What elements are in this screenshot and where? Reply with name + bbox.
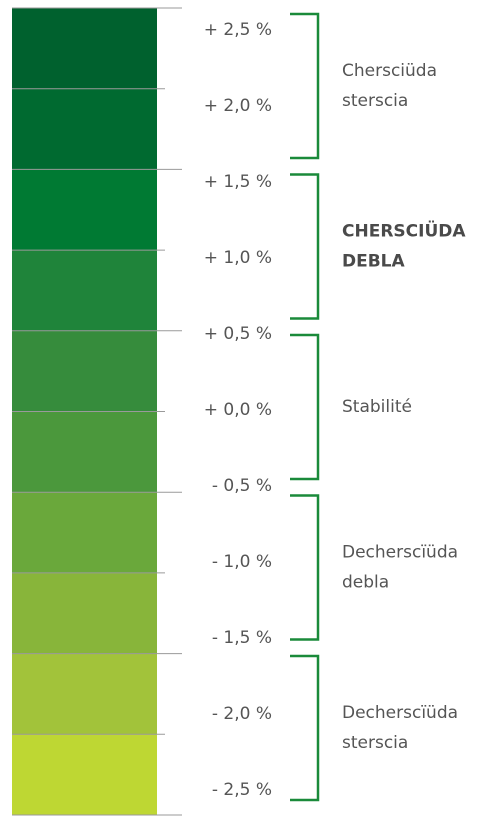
bracket [290, 333, 320, 481]
level-label: + 2,5 % [204, 20, 272, 40]
group-label: Stabilité [342, 397, 412, 417]
level-label: - 2,5 % [212, 780, 272, 800]
level-label: - 2,0 % [212, 704, 272, 724]
group-label: debla [342, 573, 389, 593]
bracket [290, 494, 320, 641]
group-label: Decherscïüda [342, 703, 458, 723]
color-band [12, 572, 157, 654]
group-label: sterscia [342, 733, 408, 753]
color-band [12, 8, 157, 89]
group-label: Decherscïüda [342, 543, 458, 563]
color-band [12, 411, 157, 493]
bracket [290, 12, 320, 160]
color-band [12, 88, 157, 170]
bracket [290, 654, 320, 802]
level-label: + 2,0 % [204, 96, 272, 116]
group-label: DEBLA [342, 252, 406, 272]
group-label: Chersciüda [342, 61, 437, 81]
level-label: - 0,5 % [212, 476, 272, 496]
color-band [12, 330, 157, 412]
color-band [12, 734, 157, 815]
level-label: - 1,0 % [212, 552, 272, 572]
color-band [12, 653, 157, 735]
color-band [12, 250, 157, 331]
color-band [12, 169, 157, 251]
level-label: + 0,5 % [204, 324, 272, 344]
color-band [12, 492, 157, 573]
group-label: CHERSCIÜDA [342, 220, 466, 242]
level-label: - 1,5 % [212, 628, 272, 648]
level-label: + 1,5 % [204, 172, 272, 192]
bracket [290, 173, 320, 320]
group-label: sterscia [342, 91, 408, 111]
level-label: + 0,0 % [204, 400, 272, 420]
level-label: + 1,0 % [204, 248, 272, 268]
